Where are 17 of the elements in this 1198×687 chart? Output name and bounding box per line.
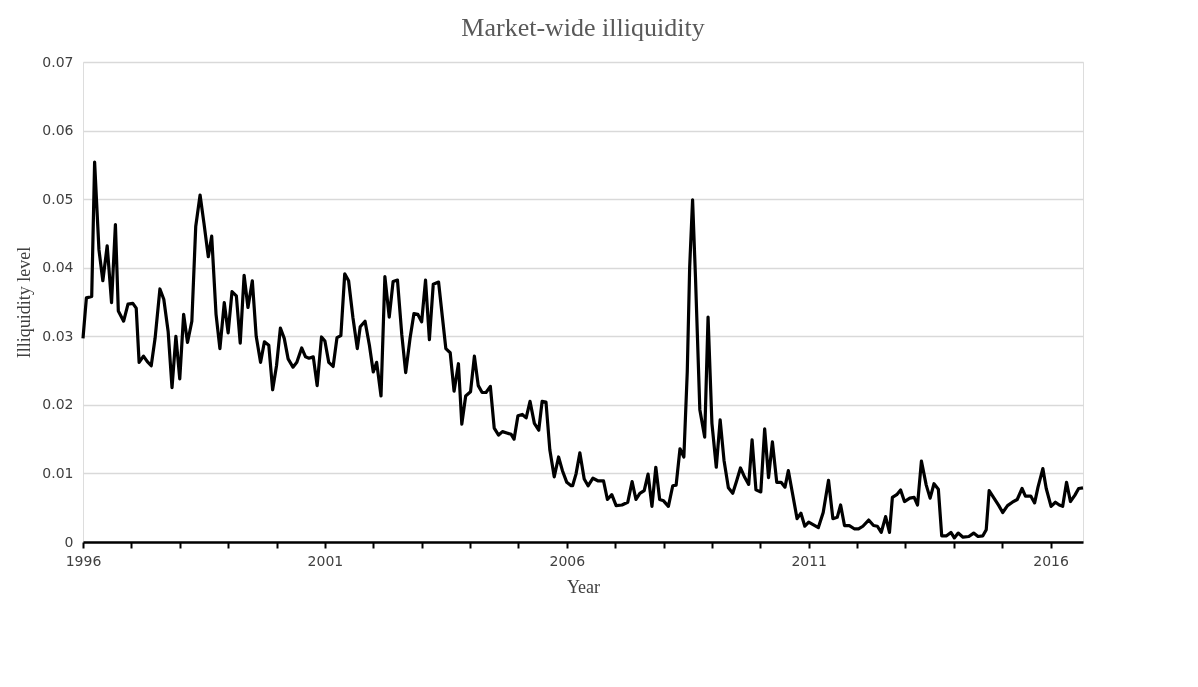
y-tick-label: 0.02	[42, 396, 74, 413]
x-tick-label: 2006	[549, 552, 586, 569]
chart-title: Market-wide illiquidity	[461, 13, 705, 42]
y-tick-label: 0	[64, 533, 74, 550]
x-tick-label: 2001	[307, 552, 344, 569]
y-axis-title: Illiquidity level	[14, 246, 35, 359]
x-tick-label: 2016	[1033, 552, 1069, 569]
line-series	[81, 160, 1085, 540]
x-tick-label: 1996	[65, 552, 102, 569]
x-axis-title: Year	[566, 576, 601, 597]
y-tick-label: 0.06	[42, 122, 74, 139]
y-tick-label: 0.04	[42, 259, 74, 276]
y-tick-label: 0.01	[42, 464, 74, 481]
y-tick-label: 0.05	[42, 190, 74, 207]
x-tick-label: 2011	[791, 552, 828, 569]
y-tick-label: 0.03	[42, 327, 74, 344]
y-tick-label: 0.07	[42, 53, 74, 70]
